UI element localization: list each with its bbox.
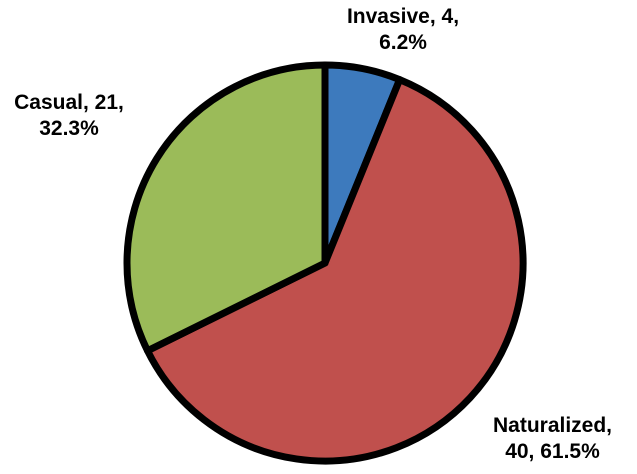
slice-label-naturalized: Naturalized, 40, 61.5% [468,413,637,465]
pie-slice-casual [123,61,329,355]
slice-label-casual-line2: 32.3% [39,117,99,140]
pie-slice-naturalized [144,76,527,465]
slice-label-naturalized-line2: 40, 61.5% [505,440,600,463]
slice-label-casual-line1: Casual, 21, [14,91,124,114]
slice-label-naturalized-line1: Naturalized, [492,414,613,437]
slice-label-invasive-line2: 6.2% [379,31,427,54]
slice-label-invasive: Invasive, 4, 6.2% [318,4,488,56]
slice-label-casual: Casual, 21, 32.3% [0,90,138,142]
slice-label-invasive-line1: Invasive, 4, [346,5,460,28]
